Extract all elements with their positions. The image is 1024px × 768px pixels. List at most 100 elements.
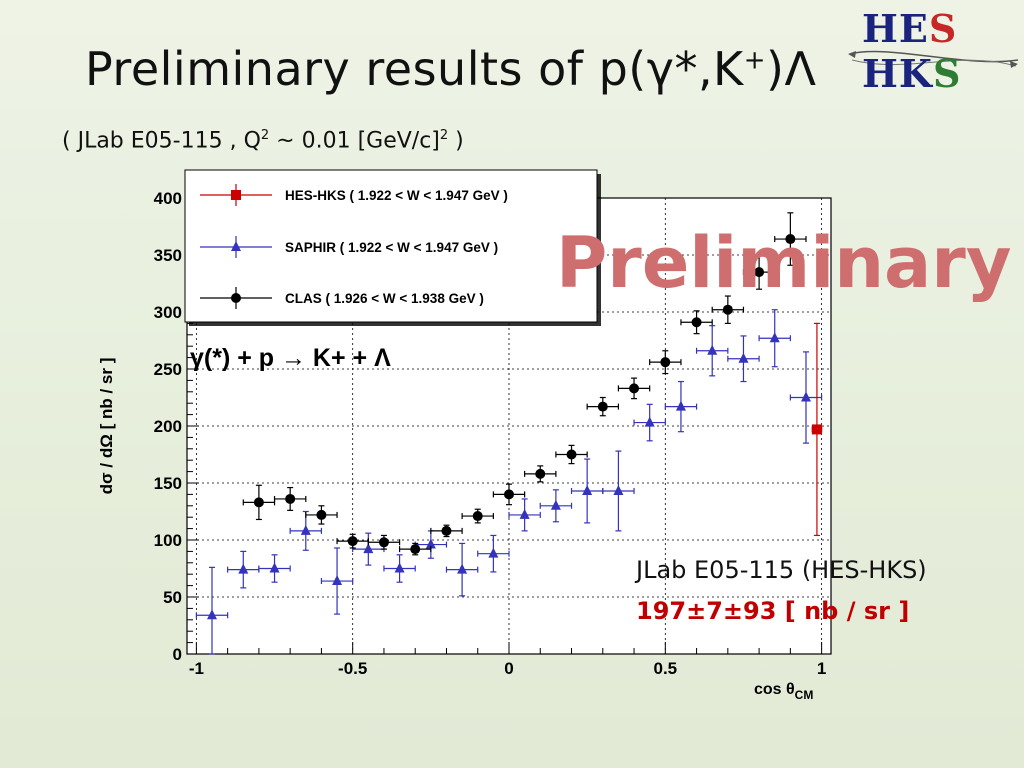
marker-triangle (800, 391, 811, 402)
x-axis-label: cos θCM (754, 681, 813, 702)
series-triangle (195, 309, 823, 655)
marker-circle (504, 489, 514, 500)
marker-circle (660, 357, 671, 368)
x-tick-label: -1 (189, 659, 204, 678)
subtitle-pre: ( JLab E05-115 , Q (62, 128, 261, 154)
legend-item: CLAS ( 1.926 < W < 1.938 GeV ) (200, 287, 484, 309)
marker-triangle (769, 332, 780, 343)
marker-circle (535, 468, 546, 479)
slide-title: Preliminary results of p(γ*,K+)Λ (85, 42, 816, 96)
marker-triangle (394, 562, 405, 573)
marker-circle (629, 383, 640, 394)
marker-circle (347, 536, 358, 547)
data-point (430, 524, 463, 538)
y-tick-label: 300 (154, 303, 182, 322)
marker-triangle (644, 416, 655, 427)
marker-triangle (738, 352, 749, 363)
data-point (398, 542, 432, 556)
data-point (383, 554, 416, 583)
data-point (289, 510, 323, 551)
data-point (273, 486, 307, 511)
legend-label: CLAS ( 1.926 < W < 1.938 GeV ) (285, 291, 484, 306)
marker-triangle (238, 563, 249, 574)
marker-circle (785, 234, 796, 245)
data-point (633, 403, 666, 442)
legend-label: HES-HKS ( 1.922 < W < 1.947 GeV ) (285, 188, 508, 203)
logo-part-2: S (928, 6, 958, 51)
title-superscript: + (743, 45, 767, 76)
subtitle-sup-1: 2 (260, 128, 270, 143)
marker-triangle (550, 499, 561, 510)
data-point (524, 465, 557, 483)
data-point (477, 534, 510, 573)
reaction-label: γ(*) + p → K+ + Λ (190, 344, 391, 372)
legend-marker-triangle (231, 241, 241, 251)
marker-circle (253, 497, 264, 508)
data-point (336, 533, 369, 549)
logo-part-3: HK (862, 51, 933, 96)
legend-marker-square (231, 190, 241, 200)
legend-item: SAPHIR ( 1.922 < W < 1.947 GeV ) (200, 236, 498, 258)
data-point (649, 350, 682, 375)
data-point (539, 489, 573, 523)
legend: HES-HKS ( 1.922 < W < 1.947 GeV ) SAPHIR … (184, 169, 601, 326)
marker-circle (722, 304, 733, 315)
y-tick-label: 0 (173, 645, 182, 664)
marker-triangle (707, 344, 718, 355)
data-point (195, 566, 229, 655)
subtitle-sup-2: 2 (439, 128, 449, 143)
data-point (774, 212, 807, 266)
x-axis-label-main: cos θ (754, 681, 795, 698)
marker-triangle (332, 575, 343, 586)
data-point (742, 254, 776, 290)
x-tick-label: 0 (504, 659, 513, 678)
marker-circle (691, 317, 702, 328)
data-layer (195, 212, 823, 655)
subtitle-end: ) (448, 128, 464, 154)
marker-triangle (457, 563, 468, 574)
logo-swoosh-icon (848, 50, 1019, 68)
title-main: Preliminary results of p(γ*,K (85, 42, 744, 96)
result-label: JLab E05-115 (HES-HKS) (636, 556, 927, 584)
logo-part-4: S (932, 51, 962, 96)
marker-circle (285, 493, 296, 504)
data-point (242, 484, 276, 521)
x-tick-label: 0.5 (653, 659, 677, 678)
tick-layer: -1 -0.5 0 0.5 1 0 50 100 150 200 250 300 350 400 (154, 189, 827, 678)
marker-triangle (519, 508, 530, 519)
marker-triangle (300, 524, 311, 535)
marker-square (811, 424, 822, 435)
marker-circle (597, 401, 608, 412)
subtitle-mid: ~ 0.01 [GeV/c] (269, 128, 440, 154)
data-point (258, 554, 291, 583)
marker-circle (410, 544, 421, 555)
marker-triangle (582, 484, 593, 495)
slide-subtitle: ( JLab E05-115 , Q2 ~ 0.01 [GeV/c]2 ) (62, 128, 464, 153)
data-point (305, 505, 338, 525)
marker-triangle (613, 484, 624, 495)
x-tick-label: 1 (817, 659, 826, 678)
marker-circle (441, 525, 452, 536)
data-point (508, 498, 541, 532)
marker-circle (566, 449, 577, 460)
legend-item: HES-HKS ( 1.922 < W < 1.947 GeV ) (200, 184, 508, 206)
data-point (367, 534, 401, 550)
hes-hks-logo: HES HKS (848, 2, 1020, 96)
marker-circle (472, 511, 483, 522)
marker-circle (754, 267, 765, 278)
x-axis-label-sub: CM (795, 688, 814, 702)
data-point (695, 325, 729, 377)
title-end: )Λ (766, 42, 817, 96)
marker-circle (316, 509, 327, 520)
preliminary-stamp: Preliminary (556, 222, 1012, 304)
data-point (586, 396, 620, 417)
series-square (811, 322, 823, 537)
data-point (664, 380, 698, 433)
y-tick-label: 150 (154, 474, 182, 493)
y-tick-label: 350 (154, 246, 182, 265)
data-point (555, 444, 588, 465)
marker-triangle (425, 538, 436, 549)
data-point (461, 508, 494, 524)
data-point (492, 483, 526, 506)
